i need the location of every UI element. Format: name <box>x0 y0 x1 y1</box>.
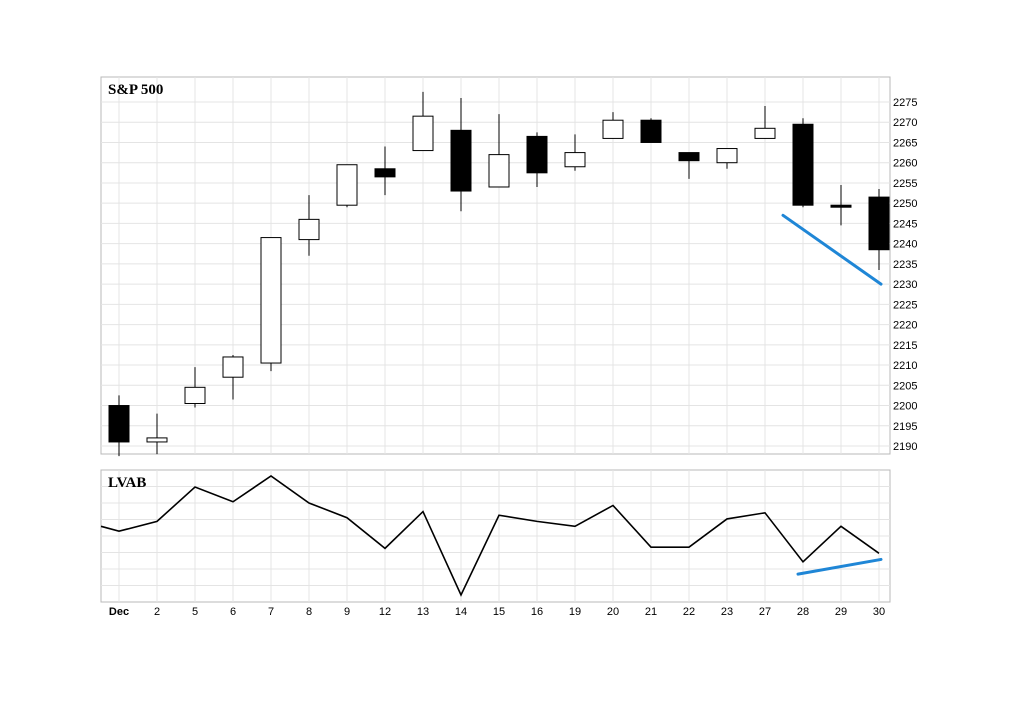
lvab-gridlines <box>101 470 890 602</box>
lvab-trendline <box>796 557 883 576</box>
candle-body-up <box>146 437 168 443</box>
price-y-tick-label: 2250 <box>893 198 917 210</box>
candle-body-down <box>450 129 472 192</box>
x-tick-label: 19 <box>569 606 581 618</box>
candle-body-down <box>792 123 814 206</box>
price-y-tick-label: 2190 <box>893 441 917 453</box>
price-y-tick-label: 2220 <box>893 320 917 332</box>
candle <box>450 97 472 212</box>
lvab-series-line <box>100 475 880 597</box>
x-tick-label: 5 <box>192 606 198 618</box>
x-tick-label: 29 <box>835 606 847 618</box>
price-y-tick-label: 2265 <box>893 137 917 149</box>
candle <box>754 106 776 139</box>
lvab-line <box>100 475 880 597</box>
candle <box>108 395 130 457</box>
lvab-annotations <box>796 557 883 576</box>
candle <box>602 112 624 139</box>
x-tick-label: 9 <box>344 606 350 618</box>
candle-body-down <box>526 135 548 174</box>
x-tick-label: 8 <box>306 606 312 618</box>
candle <box>222 354 244 400</box>
candle-body-down <box>108 405 130 443</box>
x-tick-label: Dec <box>109 606 129 618</box>
price-y-tick-label: 2215 <box>893 340 917 352</box>
x-tick-label: 6 <box>230 606 236 618</box>
candle-body-down <box>640 119 662 143</box>
candle-body-up <box>716 148 738 164</box>
x-tick-label: 23 <box>721 606 733 618</box>
x-tick-label: 15 <box>493 606 505 618</box>
price-y-tick-label: 2270 <box>893 117 917 129</box>
price-y-tick-label: 2225 <box>893 299 917 311</box>
price-y-axis-ticks: 2190 2195 2200 2205 2210 2215 2220 2225 2230 2235… <box>893 97 917 453</box>
candle-body-down <box>830 204 852 208</box>
price-panel: 2190 2195 2200 2205 2210 2215 2220 2225 2230 2235… <box>100 76 917 457</box>
candle-body-up <box>564 152 586 168</box>
price-y-tick-label: 2235 <box>893 259 917 271</box>
price-panel-title: S&P 500 <box>108 82 163 98</box>
candle <box>146 413 168 455</box>
price-y-tick-label: 2230 <box>893 279 917 291</box>
candle-body-up <box>602 119 624 139</box>
x-tick-label: 27 <box>759 606 771 618</box>
candle-body-up <box>222 356 244 378</box>
price-y-tick-label: 2255 <box>893 178 917 190</box>
candle-body-down <box>868 196 890 251</box>
candle-body-up <box>298 218 320 241</box>
x-tick-label: 14 <box>455 606 467 618</box>
price-y-tick-label: 2195 <box>893 421 917 433</box>
price-y-tick-label: 2245 <box>893 218 917 230</box>
price-annotations <box>781 213 883 286</box>
candle-body-down <box>374 168 396 178</box>
candle <box>488 114 510 188</box>
price-gridlines <box>101 77 890 454</box>
price-y-tick-label: 2200 <box>893 401 917 413</box>
x-tick-label: 7 <box>268 606 274 618</box>
candle <box>412 91 434 152</box>
price-y-tick-label: 2240 <box>893 239 917 251</box>
candle <box>792 118 814 208</box>
candle-body-up <box>754 127 776 139</box>
x-tick-label: 12 <box>379 606 391 618</box>
candle <box>868 189 890 270</box>
candle-body-up <box>260 237 282 364</box>
candle <box>716 148 738 169</box>
candle <box>336 164 358 208</box>
price-y-tick-label: 2210 <box>893 360 917 372</box>
candle <box>640 118 662 143</box>
x-tick-label: 2 <box>154 606 160 618</box>
price-y-tick-label: 2275 <box>893 97 917 109</box>
x-tick-label: 13 <box>417 606 429 618</box>
candle-body-up <box>336 164 358 206</box>
x-tick-label: 21 <box>645 606 657 618</box>
candle <box>184 367 206 408</box>
price-trendline <box>781 213 883 286</box>
candle-body-down <box>678 152 700 162</box>
candle-body-up <box>412 115 434 152</box>
x-tick-label: 22 <box>683 606 695 618</box>
x-tick-label: 30 <box>873 606 885 618</box>
price-candles <box>108 91 890 457</box>
candle <box>260 237 282 372</box>
candle-body-up <box>184 386 206 405</box>
price-y-tick-label: 2260 <box>893 158 917 170</box>
x-axis-labels: Dec 2 5 6 7 8 9 12 13 14 15 16 19 20 21 22 23 27 28 29 30 <box>109 606 885 618</box>
x-tick-label: 16 <box>531 606 543 618</box>
lvab-panel: LVAB <box>100 469 891 603</box>
candle <box>374 146 396 196</box>
price-y-tick-label: 2205 <box>893 380 917 392</box>
candle <box>830 184 852 226</box>
candle <box>564 134 586 171</box>
x-tick-label: 20 <box>607 606 619 618</box>
x-tick-label: 28 <box>797 606 809 618</box>
candle <box>526 132 548 187</box>
lvab-panel-title: LVAB <box>108 475 146 491</box>
candle-body-up <box>488 154 510 188</box>
candle <box>298 195 320 256</box>
candle <box>678 152 700 179</box>
